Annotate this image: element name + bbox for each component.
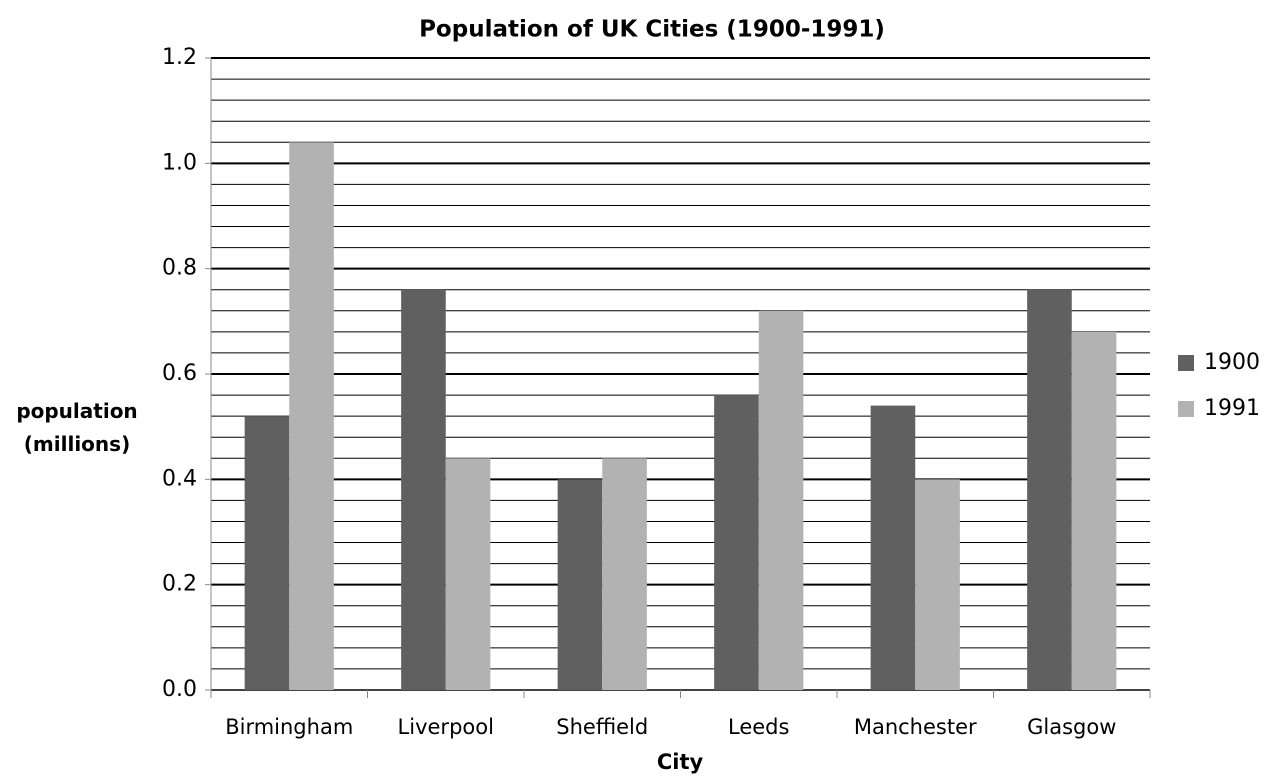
bar <box>1071 331 1117 690</box>
x-tick-label: Liverpool <box>398 715 494 739</box>
x-tick-label: Glasgow <box>1027 715 1116 739</box>
y-tick-label: 0.4 <box>162 466 197 491</box>
bar <box>1027 289 1072 690</box>
bar <box>445 458 491 690</box>
y-tick-label: 1.2 <box>162 45 197 70</box>
bar <box>758 310 804 690</box>
legend-swatch <box>1178 401 1194 417</box>
legend-label: 1900 <box>1204 350 1260 375</box>
bar <box>557 479 603 690</box>
x-tick-label: Manchester <box>854 715 977 739</box>
legend-swatch <box>1178 355 1194 371</box>
x-axis-label: City <box>657 750 704 774</box>
y-tick-label: 1.0 <box>162 150 197 175</box>
bar <box>401 289 446 690</box>
bar <box>602 458 647 690</box>
y-tick-label: 0.6 <box>162 361 197 386</box>
chart-title: Population of UK Cities (1900-1991) <box>419 17 885 43</box>
bar <box>714 395 759 690</box>
bar <box>244 416 290 690</box>
y-tick-label: 0.2 <box>162 572 197 597</box>
legend-label: 1991 <box>1204 396 1260 421</box>
y-tick-label: 0.0 <box>162 677 197 702</box>
bar <box>915 479 960 690</box>
bar <box>870 405 916 690</box>
x-tick-label: Leeds <box>728 715 789 739</box>
bar <box>289 142 334 690</box>
x-tick-label: Sheffield <box>556 715 648 739</box>
y-tick-label: 0.8 <box>162 256 197 281</box>
x-tick-label: Birmingham <box>225 715 353 739</box>
y-axis-label: population (millions) <box>16 399 138 456</box>
